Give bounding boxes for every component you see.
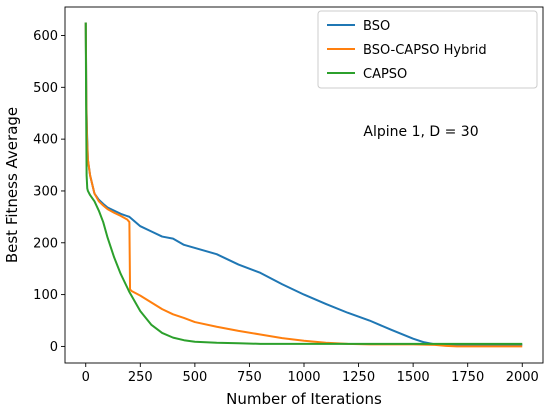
- series-line-2: [84, 22, 523, 345]
- legend-label-1: BSO-CAPSO Hybrid: [363, 43, 487, 58]
- x-tick-label: 250: [128, 370, 153, 385]
- chart-annotation: Alpine 1, D = 30: [363, 124, 478, 140]
- x-tick-label: 1250: [342, 370, 375, 385]
- x-axis-label: Number of Iterations: [226, 390, 382, 408]
- legend: BSO BSO-CAPSO Hybrid CAPSO: [317, 10, 538, 89]
- x-tick-label: 2000: [506, 370, 539, 385]
- legend-box: [317, 10, 538, 89]
- y-axis: 0 100 200 300 400 500 600: [33, 29, 65, 355]
- x-tick-label: 1750: [451, 370, 484, 385]
- y-tick-label: 300: [33, 184, 58, 199]
- y-tick-label: 400: [33, 133, 58, 148]
- x-tick-label: 1000: [287, 370, 320, 385]
- x-tick-label: 1500: [397, 370, 430, 385]
- x-tick-label: 500: [182, 370, 207, 385]
- x-tick-label: 750: [237, 370, 262, 385]
- y-tick-label: 0: [50, 340, 58, 355]
- y-tick-label: 200: [33, 236, 58, 251]
- x-tick-label: 0: [82, 370, 90, 385]
- y-axis-label: Best Fitness Average: [3, 107, 21, 263]
- y-tick-label: 100: [33, 288, 58, 303]
- x-axis: 0 250 500 750 1000 1250 1500 1750 2000: [82, 363, 539, 385]
- plot-lines: [84, 22, 523, 348]
- y-tick-label: 500: [33, 81, 58, 96]
- legend-label-0: BSO: [363, 19, 390, 34]
- y-tick-label: 600: [33, 29, 58, 44]
- legend-label-2: CAPSO: [363, 67, 407, 82]
